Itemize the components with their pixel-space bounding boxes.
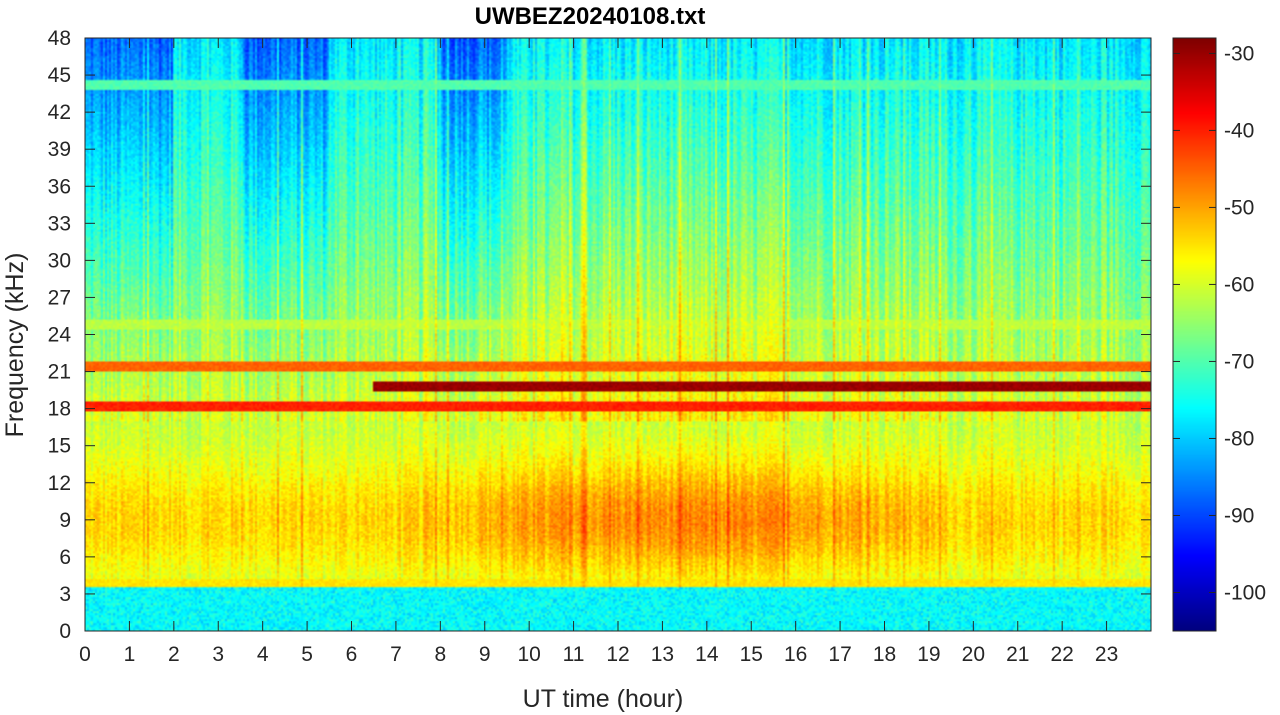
colorbar-ticks: -100 -90 -80 -70 -60 -50 -40 -30 [1173,42,1266,604]
plot-area [84,37,1152,632]
y-tick-label: 18 [48,398,71,421]
x-tick-label: 12 [606,643,629,666]
y-tick-label: 6 [59,546,71,569]
y-tick-label: 45 [48,64,71,87]
spectrogram-heatmap [85,38,1151,631]
y-tick-label: 42 [48,101,71,124]
y-tick-label: 9 [59,509,71,532]
x-tick-label: 21 [1006,643,1029,666]
y-tick-label: 3 [59,583,71,606]
colorbar: -100 -90 -80 -70 -60 -50 -40 -30 [1172,37,1266,632]
colorbar-tick-label: -40 [1224,119,1254,142]
x-tick-label: 4 [257,643,269,666]
colorbar-tick-label: -50 [1224,196,1254,219]
x-tick-label: 19 [917,643,940,666]
colorbar-tick-label: -80 [1224,427,1254,450]
x-axis-label: UT time (hour) [523,685,684,713]
x-tick-label: 14 [695,643,719,666]
y-tick-label: 30 [48,249,71,272]
x-tick-label: 10 [517,643,540,666]
x-tick-label: 5 [301,643,313,666]
colorbar-tick-label: -30 [1224,42,1254,65]
colorbar-frame [1172,37,1217,632]
x-tick-label: 0 [79,643,91,666]
colorbar-gradient [1173,38,1216,631]
x-tick-label: 22 [1050,643,1073,666]
x-tick-label: 13 [651,643,674,666]
x-tick-label: 15 [740,643,763,666]
x-tick-label: 18 [873,643,896,666]
x-tick-label: 9 [479,643,491,666]
colorbar-tick-label: -70 [1224,350,1254,373]
y-tick-label: 39 [48,138,71,161]
y-tick-label: 33 [48,212,71,235]
y-tick-label: 27 [48,286,71,309]
x-tick-label: 1 [124,643,136,666]
x-tick-label: 16 [784,643,807,666]
x-tick-label: 17 [828,643,851,666]
y-axis-label: Frequency (kHz) [1,253,29,438]
chart-title: UWBEZ20240108.txt [475,3,706,30]
x-tick-label: 6 [346,643,358,666]
y-tick-label: 48 [48,27,71,50]
colorbar-tick-label: -60 [1224,273,1254,296]
x-tick-label: 7 [390,643,402,666]
x-tick-label: 3 [212,643,224,666]
colorbar-tick-label: -90 [1224,504,1254,527]
y-tick-label: 36 [48,175,71,198]
y-tick-label: 24 [48,324,72,347]
x-tick-label: 20 [962,643,985,666]
x-tick-label: 11 [563,643,585,666]
y-tick-label: 0 [59,620,71,643]
x-tick-label: 2 [168,643,180,666]
x-axis-ticks: 0 1 2 3 4 5 6 7 8 9 10 11 12 13 14 15 16 17 18 19 20 21 22 23 [79,38,1118,666]
x-tick-label: 23 [1095,643,1118,666]
y-tick-label: 15 [48,435,71,458]
x-tick-label: 8 [434,643,446,666]
colorbar-tick-label: -100 [1224,581,1266,604]
y-tick-label: 21 [48,361,71,384]
y-tick-label: 12 [48,472,71,495]
